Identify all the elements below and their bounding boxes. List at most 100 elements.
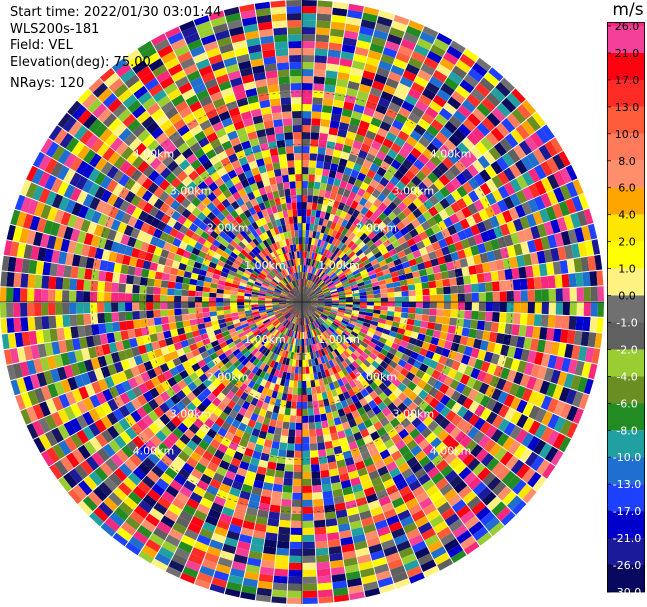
- velocity-gate: [490, 160, 503, 175]
- velocity-gate: [140, 71, 156, 86]
- velocity-gate: [143, 233, 153, 244]
- velocity-gate: [319, 283, 327, 289]
- velocity-gate: [104, 302, 112, 313]
- velocity-gate: [263, 340, 270, 348]
- velocity-gate: [189, 142, 202, 154]
- velocity-gate: [206, 347, 216, 356]
- velocity-gate: [89, 196, 101, 211]
- velocity-gate: [249, 182, 259, 192]
- velocity-gate: [15, 394, 26, 411]
- velocity-gate: [357, 422, 367, 432]
- velocity-gate: [540, 193, 552, 208]
- velocity-gate: [309, 146, 318, 154]
- velocity-gate: [278, 333, 284, 341]
- velocity-gate: [160, 346, 170, 356]
- velocity-gate: [375, 411, 386, 421]
- velocity-gate: [215, 563, 231, 575]
- velocity-gate: [207, 461, 219, 473]
- velocity-gate: [550, 341, 560, 356]
- velocity-gate: [341, 108, 353, 118]
- velocity-gate: [176, 411, 187, 423]
- velocity-gate: [224, 313, 232, 319]
- velocity-gate: [502, 380, 513, 394]
- velocity-gate: [374, 251, 383, 259]
- velocity-gate: [391, 20, 408, 32]
- velocity-gate: [516, 399, 528, 414]
- velocity-gate: [236, 269, 244, 276]
- velocity-gate: [313, 188, 320, 197]
- velocity-gate: [355, 438, 366, 448]
- velocity-gate: [323, 434, 332, 443]
- velocity-gate: [283, 269, 289, 276]
- velocity-gate: [125, 284, 133, 294]
- velocity-gate: [473, 233, 484, 245]
- velocity-gate: [211, 532, 226, 544]
- velocity-gate: [442, 278, 451, 287]
- velocity-gate: [221, 396, 231, 406]
- velocity-gate: [170, 444, 182, 456]
- velocity-gate: [317, 303, 325, 306]
- velocity-gate: [312, 400, 319, 409]
- velocity-gate: [126, 440, 140, 454]
- velocity-gate: [309, 337, 314, 345]
- velocity-gate: [42, 329, 52, 343]
- velocity-gate: [317, 6, 332, 15]
- velocity-gate: [165, 420, 177, 433]
- velocity-gate: [425, 366, 435, 377]
- velocity-gate: [424, 534, 440, 547]
- velocity-gate: [164, 398, 176, 409]
- velocity-gate: [352, 385, 361, 395]
- velocity-gate: [364, 200, 373, 210]
- velocity-gate: [250, 412, 259, 422]
- velocity-gate: [542, 463, 556, 479]
- velocity-gate: [302, 167, 309, 175]
- velocity-gate: [488, 146, 502, 161]
- velocity-gate: [171, 69, 186, 82]
- velocity-gate: [423, 199, 434, 210]
- velocity-gate: [360, 388, 369, 398]
- velocity-gate: [348, 224, 357, 233]
- velocity-gate: [536, 250, 546, 264]
- velocity-gate: [221, 506, 235, 517]
- velocity-gate: [456, 394, 468, 406]
- velocity-gate: [438, 209, 449, 221]
- velocity-gate: [322, 427, 331, 436]
- velocity-gate: [568, 316, 577, 330]
- velocity-gate: [277, 370, 284, 379]
- velocity-gate: [251, 374, 259, 383]
- velocity-gate: [464, 515, 480, 530]
- velocity-gate: [328, 546, 342, 555]
- velocity-gate: [391, 216, 402, 226]
- velocity-gate: [291, 513, 302, 521]
- velocity-gate: [294, 443, 302, 451]
- velocity-gate: [51, 145, 65, 161]
- velocity-gate: [85, 456, 100, 471]
- velocity-gate: [110, 453, 124, 468]
- velocity-gate: [20, 317, 29, 332]
- velocity-gate: [43, 220, 54, 235]
- velocity-gate: [269, 283, 276, 289]
- velocity-gate: [310, 323, 315, 330]
- velocity-gate: [236, 233, 245, 242]
- velocity-gate: [596, 317, 604, 333]
- velocity-gate: [251, 304, 259, 308]
- velocity-gate: [231, 113, 243, 124]
- velocity-gate: [332, 439, 341, 448]
- velocity-gate: [187, 213, 197, 223]
- velocity-gate: [485, 192, 497, 206]
- velocity-gate: [534, 302, 542, 314]
- velocity-gate: [548, 288, 556, 302]
- velocity-gate: [367, 93, 380, 104]
- velocity-gate: [358, 285, 366, 290]
- velocity-gate: [3, 240, 13, 256]
- velocity-gate: [368, 499, 381, 511]
- velocity-gate: [241, 163, 251, 173]
- velocity-gate: [94, 466, 108, 482]
- velocity-gate: [376, 526, 391, 537]
- velocity-gate: [526, 213, 537, 228]
- velocity-gate: [218, 243, 227, 252]
- velocity-gate: [175, 231, 185, 241]
- velocity-gate: [398, 147, 410, 159]
- velocity-gate: [497, 185, 510, 199]
- velocity-gate: [324, 212, 331, 221]
